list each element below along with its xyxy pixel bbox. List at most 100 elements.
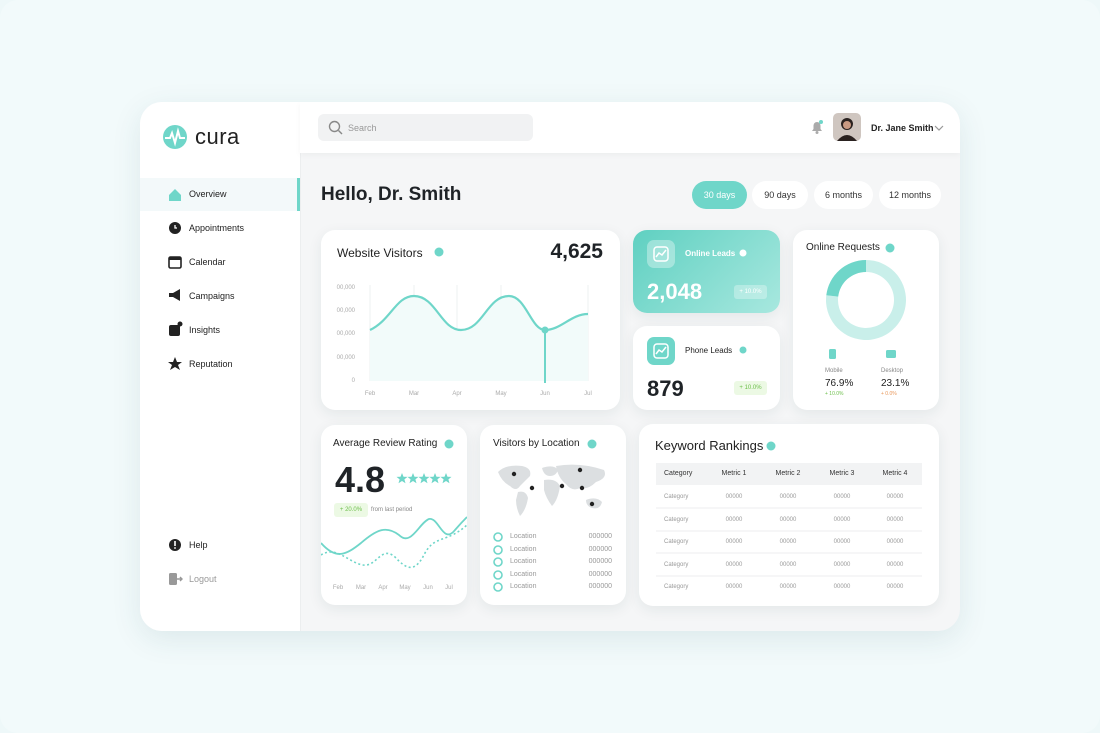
search-box[interactable] <box>318 114 533 141</box>
table-cell: Category <box>664 584 689 590</box>
online-leads-icon <box>647 240 675 268</box>
help-icon[interactable] <box>444 439 454 449</box>
table-cell: 00000 <box>833 517 851 523</box>
table-cell: 00000 <box>886 539 904 545</box>
y-label: 0 <box>351 378 355 384</box>
table-cell: Category <box>664 494 689 500</box>
kpi-value: 879 <box>647 376 684 401</box>
visitors-chart <box>369 285 589 383</box>
nav-item[interactable]: Insights <box>189 325 221 335</box>
table-cell: 00000 <box>886 562 904 568</box>
location-name: Location <box>510 583 537 590</box>
table-cell: 00000 <box>779 584 797 590</box>
table-rules <box>656 507 922 577</box>
rating-stars <box>396 473 452 484</box>
period-pill-active[interactable] <box>692 181 747 209</box>
kpi-value: 2,048 <box>647 279 703 304</box>
change-label: + 20.0% <box>339 507 363 513</box>
change-badge <box>734 285 767 299</box>
period-pill[interactable] <box>814 181 873 209</box>
legend-name: Mobile <box>825 368 843 374</box>
logo-icon <box>163 125 187 149</box>
nav-item[interactable]: Campaigns <box>189 291 235 301</box>
table-cell: Category <box>664 539 689 545</box>
help-icon[interactable] <box>766 441 776 451</box>
greeting: Hello, Dr. Smith <box>321 184 462 205</box>
table-cell: 00000 <box>833 562 851 568</box>
help-icon[interactable] <box>434 247 444 257</box>
table-cell: 00000 <box>886 517 904 523</box>
legend-value: 76.9% <box>825 378 854 389</box>
nav-active-bg <box>140 178 300 211</box>
x-label: Apr <box>452 391 462 397</box>
donut-segment <box>826 260 866 297</box>
table-cell: 00000 <box>725 584 743 590</box>
nav-item[interactable]: Logout <box>189 574 217 584</box>
nav-item[interactable]: Reputation <box>189 359 233 369</box>
nav-item[interactable]: Calendar <box>189 257 226 267</box>
x-label: Apr <box>378 585 388 591</box>
kpi-value: 4,625 <box>550 240 603 263</box>
x-label: Jul <box>584 391 592 397</box>
brand-name: cura <box>195 124 240 149</box>
table-header: Metric 3 <box>829 470 855 477</box>
nav-item[interactable]: Help <box>189 540 208 550</box>
card-title: Average Review Rating <box>333 438 438 449</box>
world-map <box>498 464 605 516</box>
x-label: May <box>495 391 507 397</box>
table-cell: 00000 <box>779 494 797 500</box>
period-pill[interactable] <box>752 181 808 209</box>
avatar[interactable] <box>833 113 861 141</box>
table-cell: 00000 <box>833 584 851 590</box>
help-icon[interactable] <box>587 439 597 449</box>
location-value: 000000 <box>588 558 612 565</box>
location-value: 000000 <box>588 533 612 540</box>
period-label[interactable]: 90 days <box>764 190 796 200</box>
phone-leads-icon <box>647 337 675 365</box>
location-name: Location <box>510 571 537 578</box>
nav-item[interactable]: Appointments <box>189 223 245 233</box>
location-value: 000000 <box>588 571 612 578</box>
period-label[interactable]: 30 days <box>703 190 736 200</box>
x-label: May <box>399 585 411 591</box>
search-placeholder[interactable]: Search <box>348 123 377 133</box>
card-title: Phone Leads <box>685 346 733 355</box>
bell-icon[interactable] <box>809 119 825 135</box>
change-badge <box>334 503 368 517</box>
table-cell: 00000 <box>833 539 851 545</box>
search-icon <box>328 120 343 135</box>
help-icon[interactable] <box>885 243 895 253</box>
x-label: Mar <box>408 391 420 397</box>
donut-segment <box>826 260 906 340</box>
user-name[interactable]: Dr. Jane Smith <box>871 123 934 133</box>
period-label[interactable]: 6 months <box>824 190 863 200</box>
card-title: Visitors by Location <box>493 438 580 449</box>
location-name: Location <box>510 558 537 565</box>
period-pill[interactable] <box>879 181 941 209</box>
table-cell: 00000 <box>725 562 743 568</box>
user-menu-chevron[interactable] <box>934 124 944 132</box>
location-value: 000000 <box>588 546 612 553</box>
nav-active-bar <box>297 178 300 211</box>
change-label: + 10.0% <box>739 385 762 391</box>
review-chart <box>321 516 467 569</box>
help-icon[interactable] <box>739 346 747 354</box>
table-cell: 00000 <box>779 562 797 568</box>
table-cell: 00000 <box>886 494 904 500</box>
nav-icons <box>168 189 183 585</box>
y-label: 00,000 <box>336 285 355 291</box>
table-header: Metric 1 <box>721 470 747 477</box>
table-header-bg <box>656 463 922 485</box>
x-label: Jun <box>423 585 433 591</box>
table-header: Metric 2 <box>775 470 801 477</box>
location-name: Location <box>510 546 537 553</box>
table-header: Category <box>664 470 693 477</box>
card-title: Online Requests <box>806 242 880 253</box>
legend-name: Desktop <box>881 368 904 374</box>
help-icon[interactable] <box>739 249 747 257</box>
period-label[interactable]: 12 months <box>888 190 932 200</box>
table-header: Metric 4 <box>882 470 908 477</box>
nav-item[interactable]: Overview <box>189 189 227 199</box>
location-markers <box>493 532 503 592</box>
